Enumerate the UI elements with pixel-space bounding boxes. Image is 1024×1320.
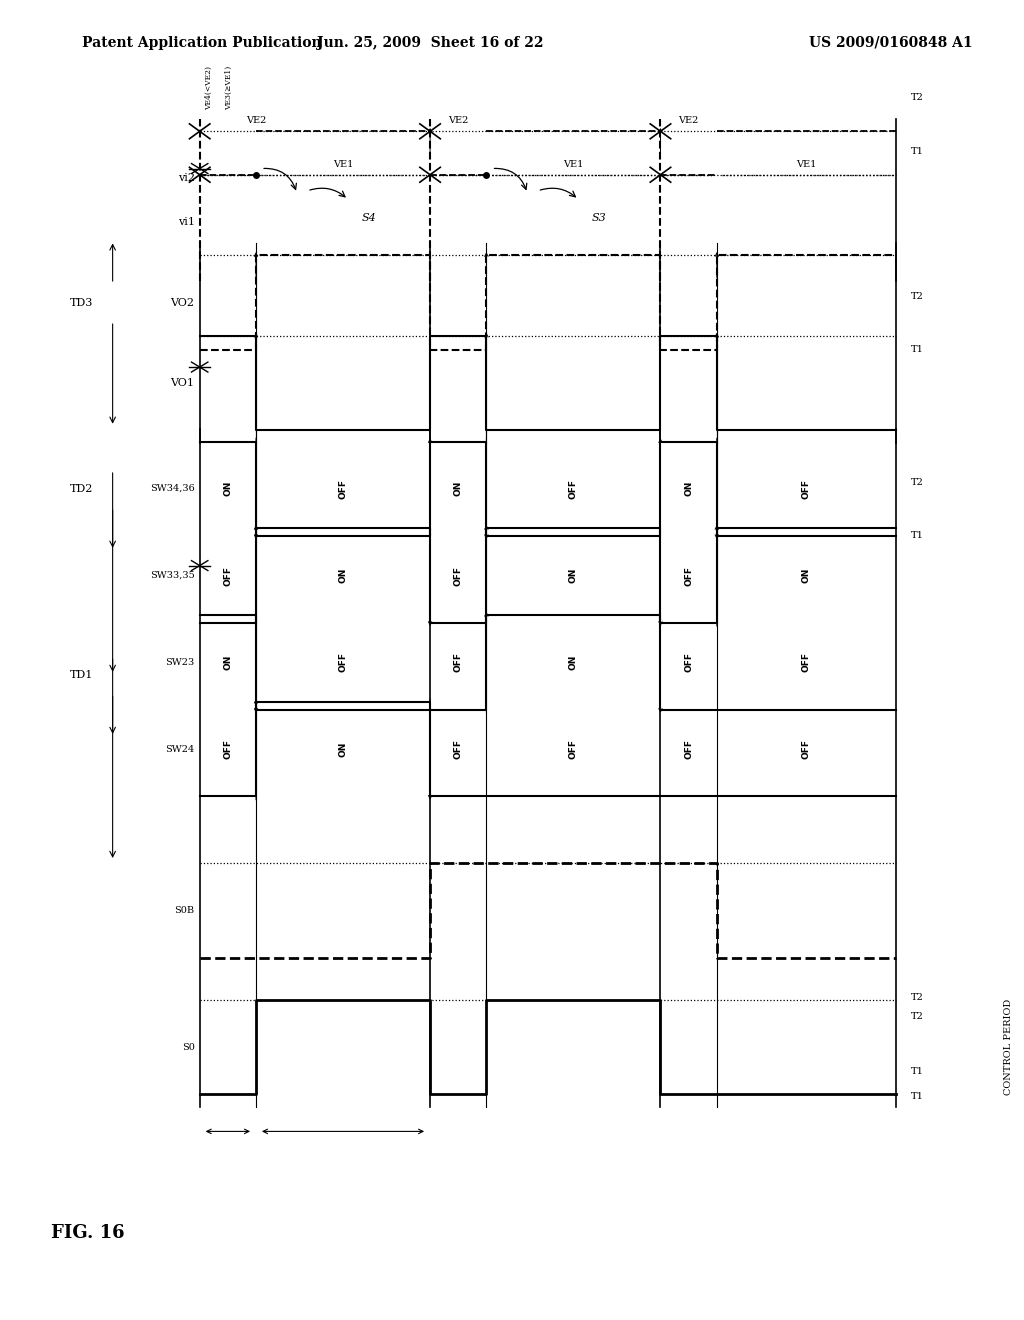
Text: T2: T2	[911, 94, 925, 103]
Text: OFF: OFF	[454, 739, 463, 759]
Text: VO1: VO1	[171, 379, 195, 388]
Text: OFF: OFF	[802, 652, 811, 672]
Text: FIG. 16: FIG. 16	[51, 1224, 125, 1242]
Text: US 2009/0160848 A1: US 2009/0160848 A1	[809, 36, 973, 50]
Text: Jun. 25, 2009  Sheet 16 of 22: Jun. 25, 2009 Sheet 16 of 22	[316, 36, 544, 50]
Text: T1: T1	[911, 1092, 925, 1101]
Text: ON: ON	[223, 655, 232, 671]
Text: ON: ON	[684, 480, 693, 496]
Text: Patent Application Publication: Patent Application Publication	[82, 36, 322, 50]
Text: OFF: OFF	[802, 739, 811, 759]
Text: OFF: OFF	[223, 565, 232, 586]
Text: OFF: OFF	[454, 652, 463, 672]
Text: vi1: vi1	[177, 216, 195, 227]
Text: VE1: VE1	[563, 160, 584, 169]
Text: VE1: VE1	[797, 160, 816, 169]
Text: ON: ON	[339, 742, 347, 756]
Text: T2: T2	[911, 993, 925, 1002]
Text: S0: S0	[181, 1043, 195, 1052]
Text: ON: ON	[454, 480, 463, 496]
Text: OFF: OFF	[684, 739, 693, 759]
Text: S0B: S0B	[174, 906, 195, 915]
Text: VE2: VE2	[449, 116, 468, 125]
Text: VO2: VO2	[171, 297, 195, 308]
Text: VE3(≥VE1): VE3(≥VE1)	[225, 66, 233, 111]
Text: T1: T1	[911, 346, 925, 354]
Text: T2: T2	[911, 1011, 925, 1020]
Text: TD3: TD3	[71, 297, 93, 308]
Text: CONTROL PERIOD: CONTROL PERIOD	[1005, 999, 1013, 1096]
Text: T1: T1	[911, 532, 925, 540]
Text: OFF: OFF	[684, 652, 693, 672]
Text: OFF: OFF	[223, 739, 232, 759]
Text: VE2: VE2	[246, 116, 266, 125]
Text: ON: ON	[569, 568, 578, 583]
Text: SW23: SW23	[165, 657, 195, 667]
Text: VE1: VE1	[333, 160, 353, 169]
Text: SW33,35: SW33,35	[150, 572, 195, 579]
Text: VE4(<VE2): VE4(<VE2)	[205, 66, 213, 111]
Text: OFF: OFF	[454, 565, 463, 586]
Text: VE2: VE2	[679, 116, 698, 125]
Text: OFF: OFF	[569, 739, 578, 759]
Text: SW24: SW24	[165, 744, 195, 754]
Text: OFF: OFF	[339, 652, 347, 672]
Text: TD1: TD1	[71, 669, 93, 680]
Text: OFF: OFF	[802, 479, 811, 499]
Text: S4: S4	[361, 213, 376, 223]
Text: T1: T1	[911, 1068, 925, 1076]
Text: vi2: vi2	[177, 173, 195, 183]
Text: TD2: TD2	[71, 483, 93, 494]
Text: T1: T1	[911, 147, 925, 156]
Text: OFF: OFF	[569, 479, 578, 499]
Text: SW34,36: SW34,36	[150, 484, 195, 494]
Text: ON: ON	[339, 568, 347, 583]
Text: T2: T2	[911, 292, 925, 301]
Text: T2: T2	[911, 478, 925, 487]
Text: ON: ON	[223, 480, 232, 496]
Text: OFF: OFF	[339, 479, 347, 499]
Text: S3: S3	[592, 213, 606, 223]
Text: ON: ON	[569, 655, 578, 671]
Text: ON: ON	[802, 568, 811, 583]
Text: OFF: OFF	[684, 565, 693, 586]
